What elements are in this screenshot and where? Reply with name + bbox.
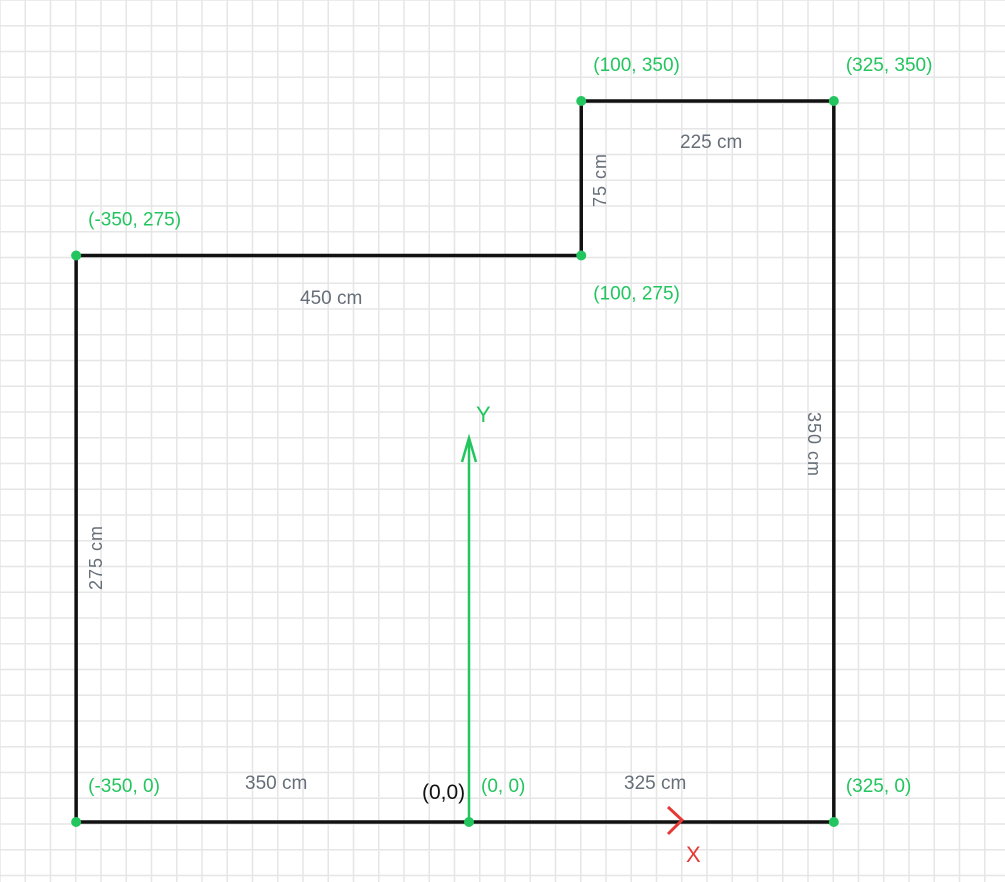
vertex-label: (325, 350) — [846, 55, 933, 76]
vertex-label: (-350, 0) — [88, 776, 160, 797]
x-axis-arrowhead — [666, 805, 685, 836]
vertex-point[interactable] — [576, 96, 587, 106]
vertex-label: (100, 275) — [593, 284, 680, 305]
dimension-left-wall: 275 cm — [86, 525, 106, 590]
vertex-point[interactable] — [828, 96, 839, 106]
dimension-step: 75 cm — [590, 153, 610, 207]
vertices — [71, 96, 839, 827]
origin-label: (0,0) — [422, 781, 465, 804]
vertex-point[interactable] — [71, 817, 82, 827]
vertex-labels: (-350, 0) (0, 0) (325, 0) (325, 350) (10… — [88, 55, 932, 797]
dimension-bottom-right: 325 cm — [624, 773, 686, 794]
dimension-top-right: 225 cm — [680, 132, 742, 153]
axes: Y X — [460, 402, 701, 867]
y-axis-arrowhead — [460, 433, 478, 463]
dimension-bottom-left: 350 cm — [245, 773, 307, 794]
vertex-label: (0, 0) — [481, 776, 525, 797]
vertex-label: (325, 0) — [846, 776, 911, 797]
vertex-label: (100, 350) — [593, 55, 680, 76]
dimension-labels: 350 cm 325 cm 350 cm 225 cm 75 cm 450 cm… — [86, 132, 824, 794]
vertex-point[interactable] — [464, 817, 474, 827]
vertex-point[interactable] — [71, 250, 82, 261]
vertex-label: (-350, 275) — [88, 210, 181, 231]
dimension-top-left: 450 cm — [300, 288, 362, 309]
vertex-point[interactable] — [828, 817, 839, 827]
vertex-point[interactable] — [576, 250, 587, 261]
dimension-right-wall: 350 cm — [804, 412, 824, 477]
x-axis-label: X — [686, 842, 701, 867]
y-axis-label: Y — [476, 402, 491, 427]
